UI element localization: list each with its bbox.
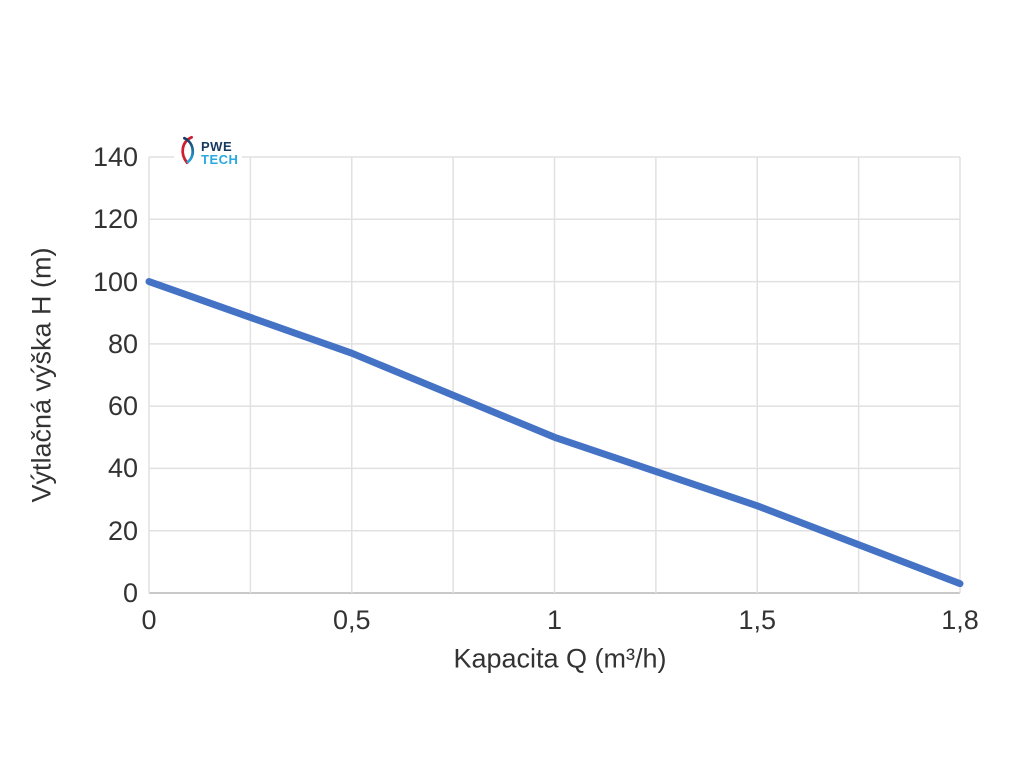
swirl-logo-icon	[178, 135, 198, 170]
x-tick-label: 0,5	[332, 605, 371, 635]
y-tick-label: 60	[107, 391, 138, 422]
y-axis-title: Výtlačná výška H (m)	[26, 247, 57, 503]
logo-word-pwe: PWE	[201, 138, 233, 154]
h-q-curve	[145, 278, 964, 588]
logo-word-tech: TECH	[201, 151, 239, 167]
x-tick-label: 1	[546, 605, 563, 635]
y-tick-label: 80	[107, 328, 138, 359]
x-tick-label: 1,5	[738, 605, 777, 635]
y-tick-label: 120	[92, 204, 138, 235]
y-tick-label: 40	[107, 453, 138, 484]
y-tick-label: 100	[92, 266, 138, 297]
x-axis-title: Kapacita Q (m³/h)	[453, 643, 667, 674]
pwetech-logo: PWE TECH	[174, 135, 243, 170]
x-tick-label: 0	[141, 605, 157, 635]
y-tick-label: 20	[107, 515, 138, 546]
y-tick-label: 140	[92, 142, 138, 172]
y-tick-label: 0	[122, 578, 138, 608]
x-tick-label: 1,8	[941, 605, 979, 635]
